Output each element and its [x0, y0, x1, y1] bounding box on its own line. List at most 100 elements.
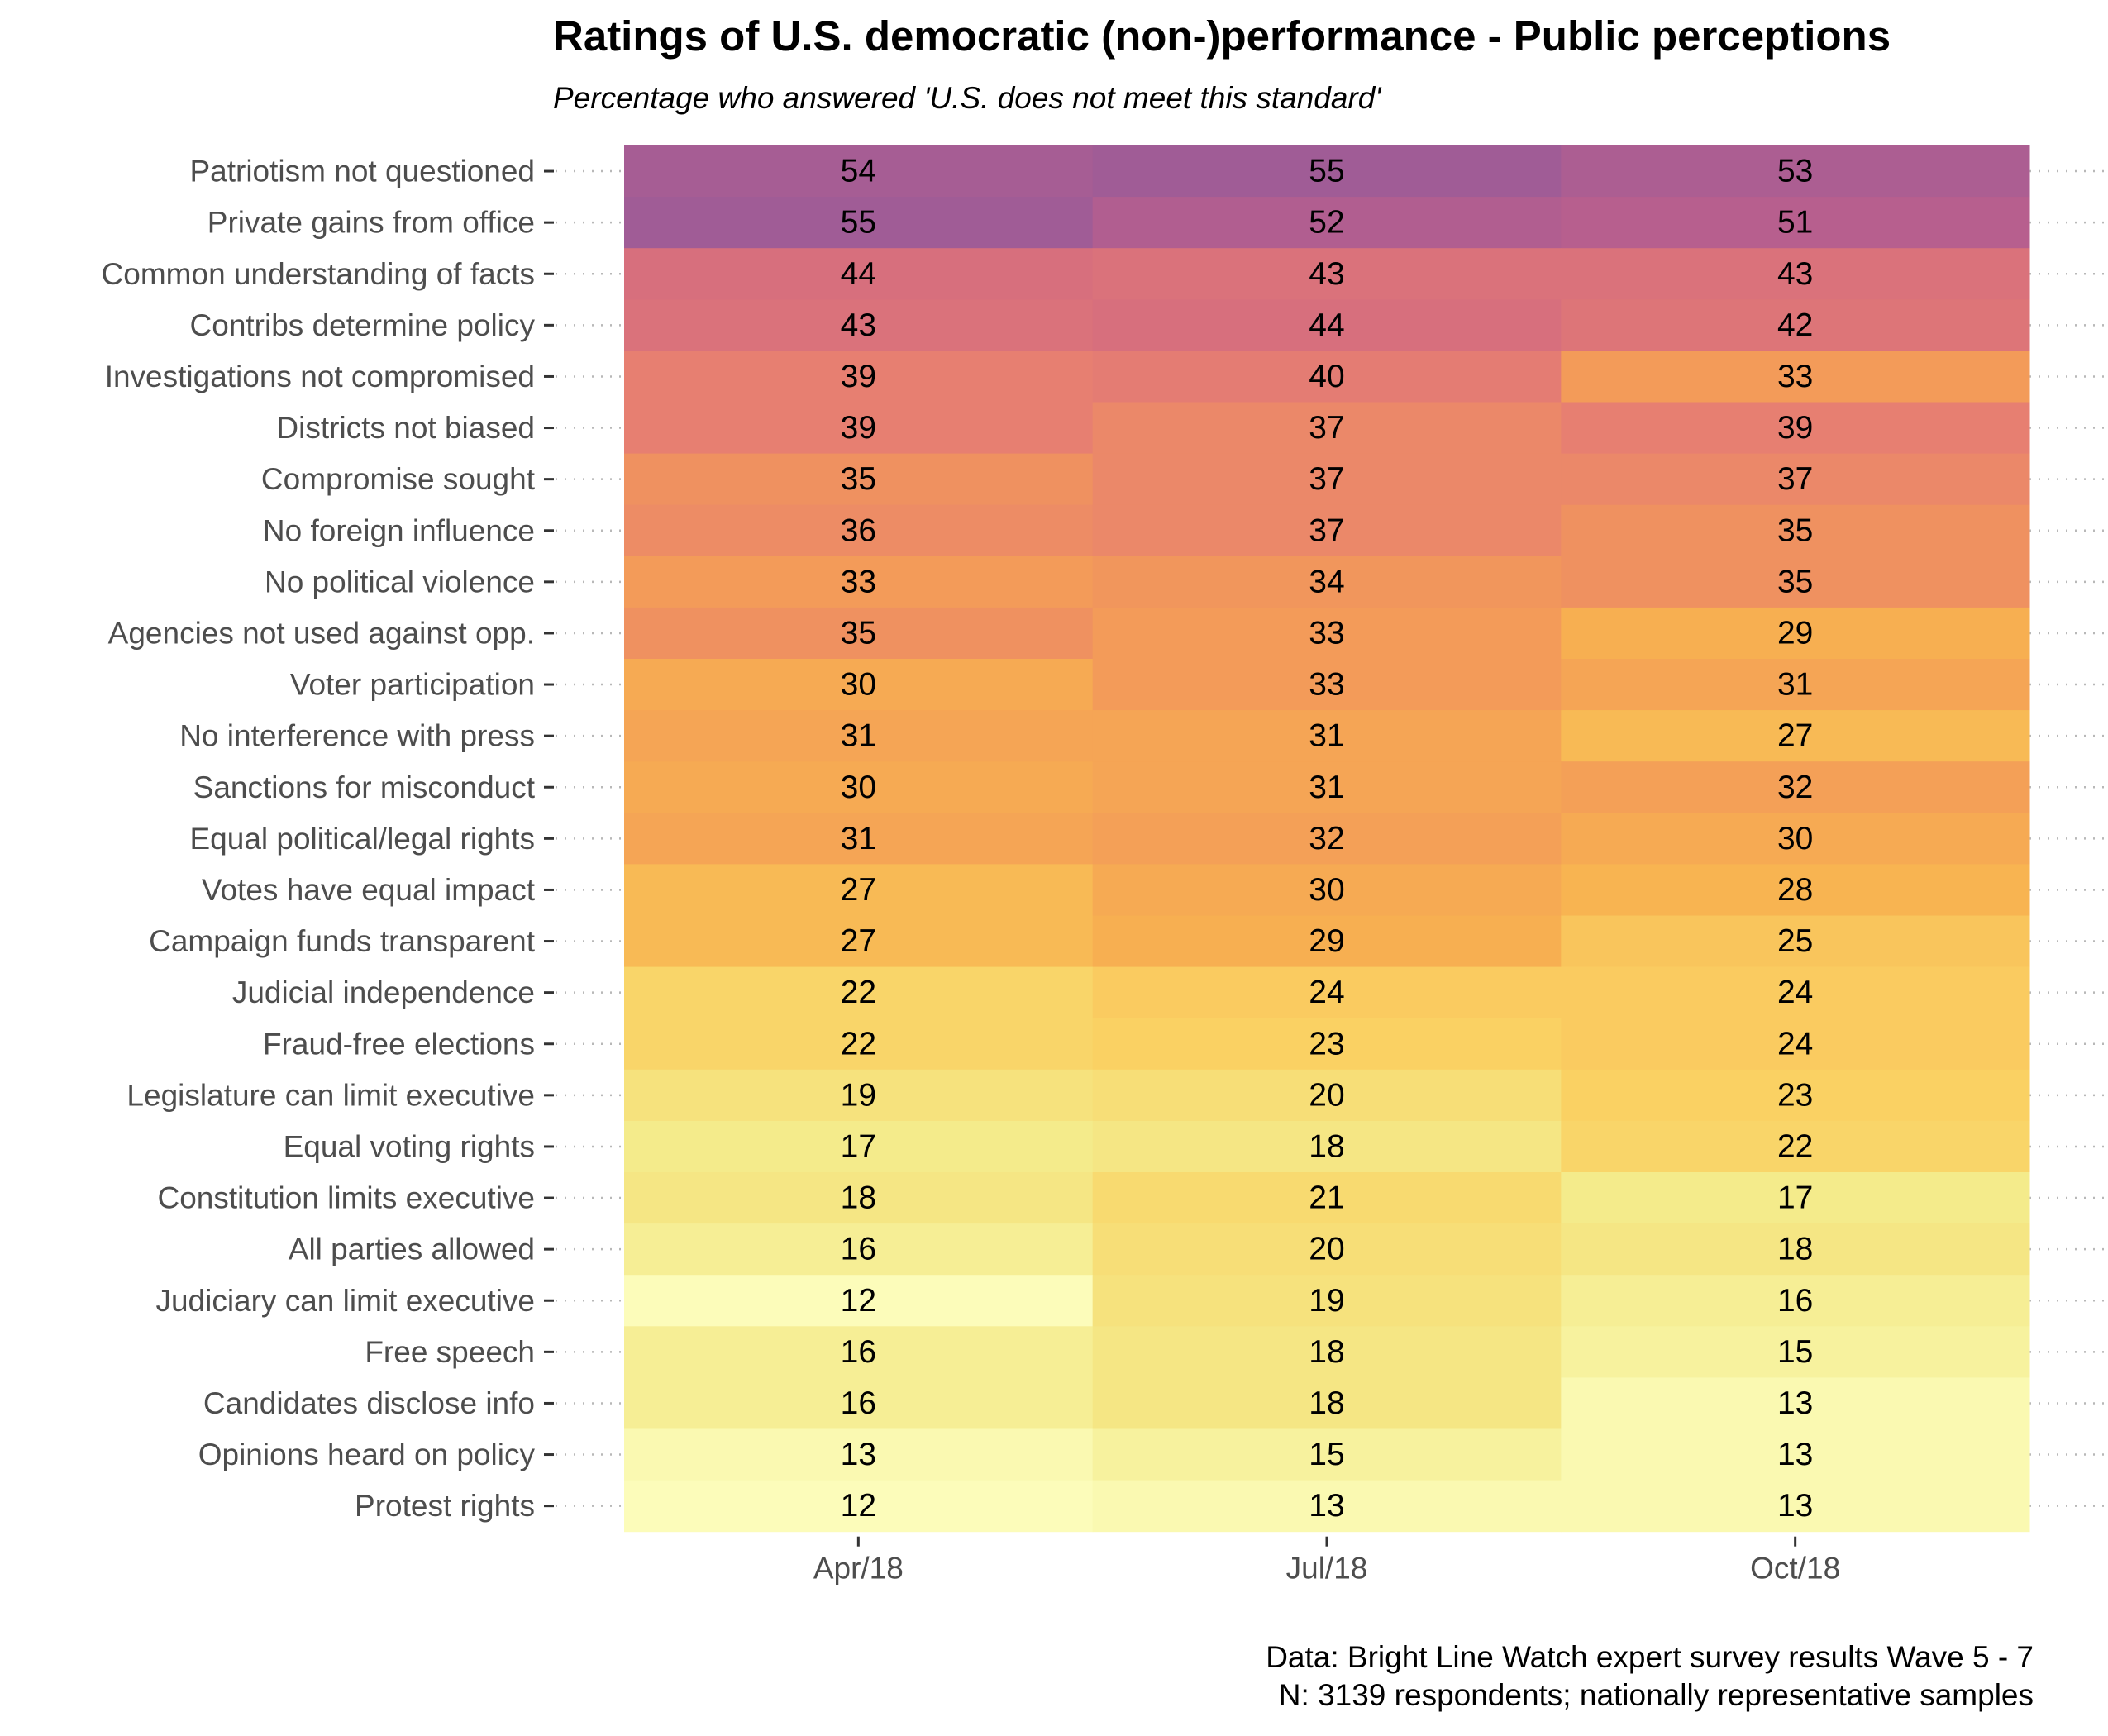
- heatmap-cell: [1092, 1172, 1562, 1224]
- x-tick-label: Oct/18: [1750, 1552, 1840, 1586]
- heatmap-cell: [1561, 813, 2030, 865]
- y-tick-label: Sanctions for misconduct: [193, 770, 536, 804]
- cell-value-label: 22: [1777, 1128, 1813, 1164]
- heatmap-cell: [1561, 299, 2030, 351]
- cell-value-label: 37: [1777, 461, 1813, 497]
- heatmap-cell: [1092, 453, 1562, 506]
- x-tick-label: Apr/18: [813, 1552, 904, 1586]
- heatmap-cell: [1561, 1069, 2030, 1122]
- cell-value-label: 43: [1309, 256, 1344, 292]
- heatmap-cell: [1092, 813, 1562, 865]
- cell-value-label: 15: [1777, 1334, 1813, 1370]
- heatmap-cell: [1561, 145, 2030, 198]
- cell-value-label: 30: [1309, 872, 1344, 908]
- heatmap-cell: [1092, 1377, 1562, 1429]
- heatmap-cell: [1092, 402, 1562, 455]
- heatmap-cell: [1092, 351, 1562, 403]
- chart-subtitle: Percentage who answered 'U.S. does not m…: [553, 81, 1381, 115]
- cell-value-label: 31: [1309, 770, 1344, 805]
- cell-value-label: 37: [1309, 461, 1344, 497]
- y-tick-label: Equal political/legal rights: [189, 822, 535, 856]
- y-tick-label: Votes have equal impact: [202, 873, 536, 907]
- cell-value-label: 39: [1777, 410, 1813, 446]
- cell-value-label: 20: [1309, 1232, 1344, 1267]
- heatmap-cell: [624, 659, 1094, 711]
- cell-value-label: 55: [1309, 154, 1344, 189]
- y-tick-label: Protest rights: [355, 1489, 535, 1523]
- heatmap-cell: [1092, 556, 1562, 608]
- heatmap-cell: [1561, 607, 2030, 660]
- heatmap-cell: [1092, 1275, 1562, 1327]
- cell-value-label: 25: [1777, 923, 1813, 959]
- cell-value-label: 18: [841, 1180, 876, 1216]
- cell-value-label: 21: [1309, 1180, 1344, 1216]
- cell-value-label: 22: [841, 1026, 876, 1061]
- y-tick-label: Voter participation: [290, 668, 535, 702]
- caption-line-1: Data: Bright Line Watch expert survey re…: [1266, 1640, 2034, 1674]
- heatmap-cell: [1561, 966, 2030, 1019]
- cell-value-label: 27: [841, 872, 876, 908]
- heatmap-cell: [1092, 197, 1562, 249]
- cell-value-label: 24: [1309, 975, 1344, 1010]
- cell-value-label: 16: [841, 1385, 876, 1421]
- cell-value-label: 53: [1777, 154, 1813, 189]
- cell-value-label: 23: [1309, 1026, 1344, 1061]
- cell-value-label: 35: [1777, 564, 1813, 599]
- heatmap-cell: [624, 402, 1094, 455]
- heatmap-cell: [624, 556, 1094, 608]
- heatmap-cell: [1561, 1172, 2030, 1224]
- heatmap-cell: [624, 504, 1094, 557]
- heatmap-cell: [624, 351, 1094, 403]
- cell-value-label: 35: [841, 461, 876, 497]
- cell-value-label: 13: [1777, 1488, 1813, 1524]
- y-tick-label: No interference with press: [179, 719, 535, 753]
- cell-value-label: 34: [1309, 564, 1344, 599]
- cell-value-label: 55: [841, 205, 876, 241]
- y-tick-label: Legislature can limit executive: [126, 1078, 535, 1112]
- cell-value-label: 31: [1309, 718, 1344, 754]
- cell-value-label: 13: [1777, 1437, 1813, 1472]
- cell-value-label: 40: [1309, 359, 1344, 394]
- cell-value-label: 16: [841, 1232, 876, 1267]
- heatmap-cell: [624, 813, 1094, 865]
- heatmap-cell: [1561, 1275, 2030, 1327]
- cell-value-label: 44: [841, 256, 876, 292]
- cell-value-label: 16: [841, 1334, 876, 1370]
- heatmap-cell: [1092, 504, 1562, 557]
- heatmap-cell: [1561, 402, 2030, 455]
- heatmap-cell: [1092, 915, 1562, 968]
- cell-value-label: 30: [841, 770, 876, 805]
- cell-value-label: 28: [1777, 872, 1813, 908]
- heatmap-cell: [1092, 1120, 1562, 1173]
- cell-value-label: 18: [1309, 1385, 1344, 1421]
- heatmap-cell: [624, 145, 1094, 198]
- cell-value-label: 32: [1777, 770, 1813, 805]
- heatmap-cell: [1092, 607, 1562, 660]
- heatmap-cell: [1092, 1018, 1562, 1071]
- heatmap-cell: [624, 1480, 1094, 1533]
- heatmap-cell: [624, 248, 1094, 300]
- heatmap-cell: [1561, 556, 2030, 608]
- cell-value-label: 13: [841, 1437, 876, 1472]
- cell-value-label: 18: [1309, 1128, 1344, 1164]
- heatmap-cell: [624, 1377, 1094, 1429]
- cell-value-label: 43: [1777, 256, 1813, 292]
- heatmap-cell: [1561, 1120, 2030, 1173]
- heatmap-cell: [1092, 761, 1562, 813]
- cell-value-label: 33: [1777, 359, 1813, 394]
- y-tick-label: Fraud-free elections: [263, 1027, 535, 1061]
- cell-value-label: 24: [1777, 1026, 1813, 1061]
- heatmap-cell: [624, 607, 1094, 660]
- heatmap-cell: [624, 864, 1094, 916]
- heatmap-cell: [1092, 1428, 1562, 1481]
- cell-value-label: 27: [1777, 718, 1813, 754]
- cell-value-label: 33: [1309, 615, 1344, 651]
- y-tick-label: Constitution limits executive: [157, 1181, 535, 1215]
- heatmap-cell: [1561, 504, 2030, 557]
- y-tick-label: Patriotism not questioned: [189, 155, 535, 188]
- y-tick-label: Campaign funds transparent: [149, 924, 536, 958]
- cell-value-label: 33: [841, 564, 876, 599]
- cell-value-label: 17: [841, 1128, 876, 1164]
- y-tick-label: Equal voting rights: [284, 1129, 535, 1163]
